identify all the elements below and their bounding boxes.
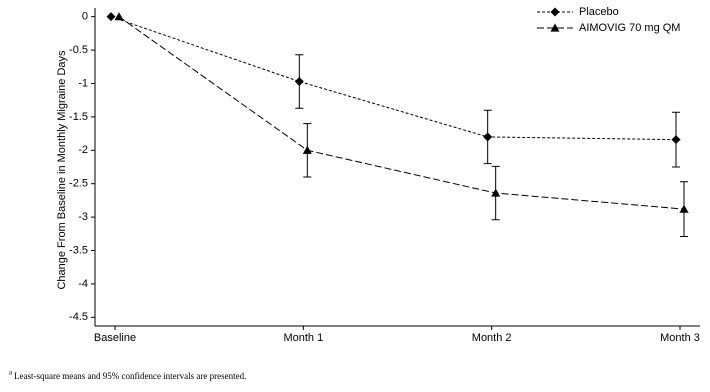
x-tick-label: Month 2 xyxy=(472,332,512,344)
series-line xyxy=(110,16,677,141)
y-tick-label: -2.5 xyxy=(69,178,88,190)
y-tick-label: -3.5 xyxy=(69,244,88,256)
y-axis-label: Change From Baseline in Monthly Migraine… xyxy=(56,50,68,290)
diamond-marker xyxy=(550,7,560,17)
triangle-marker xyxy=(550,23,560,32)
y-tick-label: -0.5 xyxy=(69,44,88,56)
series-line xyxy=(118,16,685,210)
y-tick-label: -1.5 xyxy=(69,111,88,123)
y-tick-label: -4 xyxy=(78,278,88,290)
y-tick-label: -3 xyxy=(78,211,88,223)
triangle-marker xyxy=(491,188,501,197)
legend-label: AIMOVIG 70 mg QM xyxy=(579,22,680,34)
triangle-marker xyxy=(679,204,689,213)
legend-label: Placebo xyxy=(579,6,619,18)
diamond-marker xyxy=(483,132,493,142)
x-tick-label: Baseline xyxy=(94,332,136,344)
triangle-marker xyxy=(302,145,312,154)
y-tick-label: -2 xyxy=(78,144,88,156)
diamond-marker xyxy=(294,76,304,86)
triangle-marker xyxy=(114,12,124,21)
footnote-marker: a xyxy=(9,369,13,377)
y-tick-label: -1 xyxy=(78,77,88,89)
x-tick-label: Month 3 xyxy=(660,332,700,344)
footnote: Least-square means and 95% confidence in… xyxy=(14,371,246,381)
diamond-marker xyxy=(106,12,116,22)
x-tick-label: Month 1 xyxy=(283,332,323,344)
y-tick-label: 0 xyxy=(82,11,88,23)
y-tick-label: -4.5 xyxy=(69,311,88,323)
diamond-marker xyxy=(671,135,681,145)
